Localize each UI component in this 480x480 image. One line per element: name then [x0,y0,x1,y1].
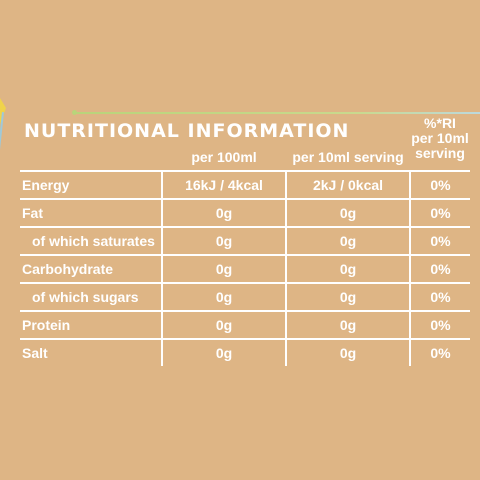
table-row: of which saturates 0g 0g 0% [20,226,470,255]
row-label: Carbohydrate [20,254,162,283]
column-header-per-serving: per 10ml serving [292,149,404,165]
per-100ml-value: 0g [161,254,286,283]
table-row: of which sugars 0g 0g 0% [20,282,470,311]
row-label: Protein [20,310,162,339]
row-label: Salt [20,338,162,366]
table-row: Protein 0g 0g 0% [20,310,470,339]
ri-value: 0% [409,310,470,339]
per-serving-value: 2kJ / 0kcal [285,170,410,199]
table-row: Salt 0g 0g 0% [20,338,470,366]
decorative-green-line [74,112,480,114]
ri-value: 0% [409,338,470,366]
per-100ml-value: 0g [161,310,286,339]
ri-header-line-3: serving [415,145,465,161]
table-row: Fat 0g 0g 0% [20,198,470,227]
table-row: Energy 16kJ / 4kcal 2kJ / 0kcal 0% [20,170,470,199]
table-row: Carbohydrate 0g 0g 0% [20,254,470,283]
page-title: NUTRITIONAL INFORMATION [24,120,350,142]
ri-value: 0% [409,170,470,199]
nutrition-table: Energy 16kJ / 4kcal 2kJ / 0kcal 0% Fat 0… [20,170,470,366]
per-serving-value: 0g [285,282,410,311]
row-label: Energy [20,170,162,199]
per-100ml-value: 0g [161,338,286,366]
ri-value: 0% [409,282,470,311]
column-header-ri: %*RI per 10ml serving [410,116,470,161]
ri-header-line-1: %*RI [424,115,456,131]
per-serving-value: 0g [285,338,410,366]
per-100ml-value: 0g [161,282,286,311]
per-serving-value: 0g [285,198,410,227]
per-100ml-value: 16kJ / 4kcal [161,170,286,199]
row-label: Fat [20,198,162,227]
ri-value: 0% [409,198,470,227]
per-serving-value: 0g [285,226,410,255]
per-serving-value: 0g [285,310,410,339]
per-100ml-value: 0g [161,226,286,255]
ri-value: 0% [409,254,470,283]
row-label: of which saturates [20,226,162,255]
column-header-per-100ml: per 100ml [191,149,257,165]
per-serving-value: 0g [285,254,410,283]
ri-header-line-2: per 10ml [411,130,469,146]
per-100ml-value: 0g [161,198,286,227]
decorative-blue-line [0,112,4,232]
ri-value: 0% [409,226,470,255]
row-label: of which sugars [20,282,162,311]
decorative-yellow-wedge [0,98,6,124]
